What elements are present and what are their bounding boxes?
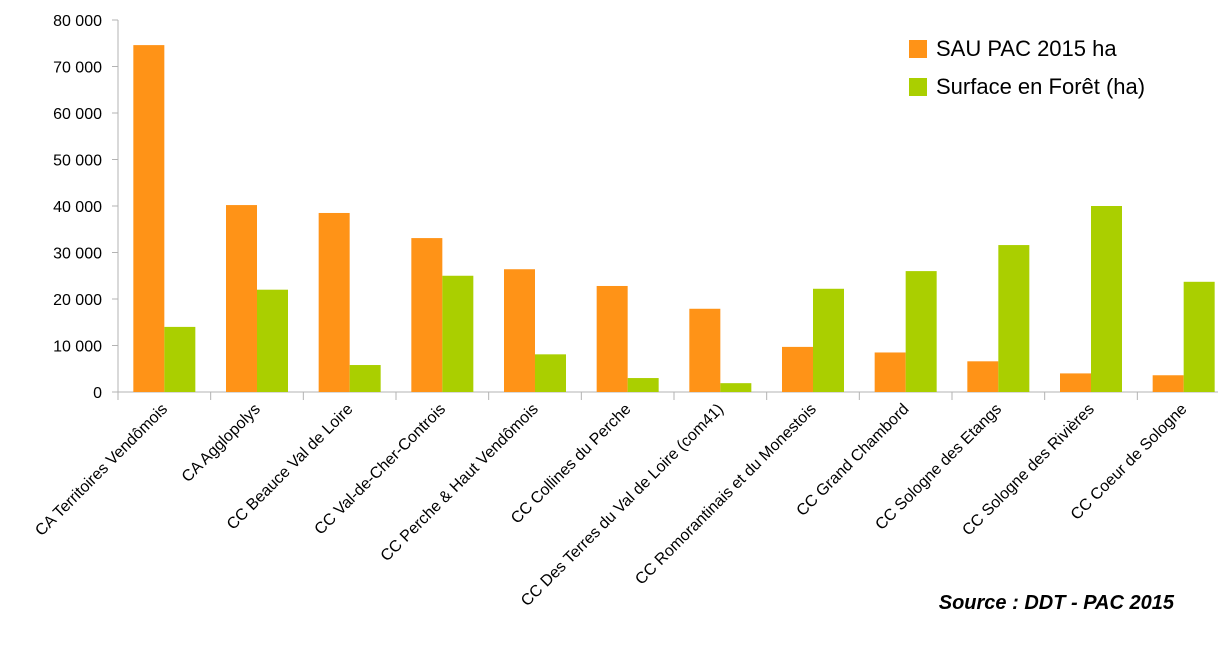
x-tick-label: CC Perche & Haut Vendômois — [378, 401, 542, 565]
legend: SAU PAC 2015 ha Surface en Forêt (ha) — [909, 36, 1145, 99]
bar-foret — [905, 271, 937, 392]
bar-foret — [257, 289, 288, 392]
bar-sau — [133, 45, 165, 393]
bar-foret — [535, 354, 566, 392]
bar-foret — [349, 365, 381, 392]
x-tick-label: CA Territoires Vendômois — [32, 401, 171, 540]
y-tick-label: 0 — [93, 385, 102, 402]
legend-swatch — [909, 40, 927, 58]
bar-sau — [1060, 373, 1091, 392]
legend-label: Surface en Forêt (ha) — [936, 74, 1145, 99]
bar-sau — [1152, 375, 1184, 392]
bar-foret — [1183, 281, 1215, 392]
bar-sau — [689, 308, 721, 392]
bar-foret — [627, 378, 659, 392]
bar-foret — [442, 275, 474, 392]
y-tick-label: 60 000 — [53, 106, 102, 123]
y-tick-label: 70 000 — [53, 60, 102, 77]
bar-foret — [813, 288, 844, 392]
y-tick-label: 80 000 — [53, 13, 102, 30]
y-tick-label: 20 000 — [53, 292, 102, 309]
bar-sau — [504, 269, 535, 392]
y-tick-label: 30 000 — [53, 246, 102, 263]
y-tick-label: 40 000 — [53, 199, 102, 216]
x-tick-label: CC Romorantinais et du Monestois — [632, 401, 819, 588]
y-tick-label: 50 000 — [53, 153, 102, 170]
source-note: Source : DDT - PAC 2015 — [938, 592, 1174, 614]
bar-foret — [720, 383, 752, 392]
x-tick-label: CA Agglopolys — [179, 401, 264, 486]
bar-foret — [164, 326, 196, 392]
bar-foret — [998, 245, 1030, 392]
x-tick-label: CC Des Terres du Val de Loire (com41) — [518, 401, 727, 610]
bar-sau — [782, 346, 813, 392]
bar-sau — [874, 352, 906, 392]
y-tick-label: 10 000 — [53, 339, 102, 356]
bar-sau — [596, 285, 628, 392]
bar-sau — [411, 238, 443, 392]
legend-swatch — [909, 78, 927, 96]
bar-sau — [318, 212, 350, 392]
bars — [133, 45, 1215, 393]
bar-sau — [967, 361, 999, 392]
legend-label: SAU PAC 2015 ha — [936, 36, 1117, 61]
bar-sau — [226, 205, 257, 392]
bar-foret — [1091, 206, 1122, 392]
